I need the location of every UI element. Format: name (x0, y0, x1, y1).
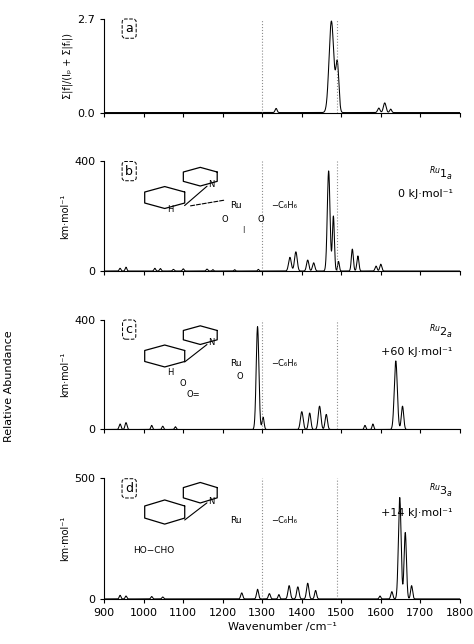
Text: Ru: Ru (230, 201, 242, 210)
Text: O: O (179, 379, 186, 388)
Text: −C₆H₆: −C₆H₆ (271, 201, 297, 210)
Y-axis label: km·mol⁻¹: km·mol⁻¹ (60, 194, 70, 239)
Text: |: | (242, 226, 244, 233)
Text: b: b (125, 165, 133, 178)
Text: Relative Abundance: Relative Abundance (4, 330, 15, 442)
Text: O: O (236, 372, 243, 381)
Text: H: H (167, 368, 173, 377)
Text: N: N (208, 338, 214, 347)
Y-axis label: km·mol⁻¹: km·mol⁻¹ (60, 516, 70, 561)
Text: $^{Ru}$1$_a$: $^{Ru}$1$_a$ (428, 165, 453, 183)
Text: O=: O= (186, 390, 200, 399)
Text: $^{Ru}$3$_a$: $^{Ru}$3$_a$ (428, 482, 453, 500)
Text: c: c (126, 323, 133, 336)
Text: −C₆H₆: −C₆H₆ (271, 516, 297, 525)
Text: HO−CHO: HO−CHO (133, 546, 174, 555)
Y-axis label: km·mol⁻¹: km·mol⁻¹ (60, 352, 70, 397)
Text: +14 kJ·mol⁻¹: +14 kJ·mol⁻¹ (381, 508, 453, 518)
Text: $^{Ru}$2$_a$: $^{Ru}$2$_a$ (428, 323, 453, 341)
Text: −C₆H₆: −C₆H₆ (271, 359, 297, 368)
Text: +60 kJ·mol⁻¹: +60 kJ·mol⁻¹ (381, 347, 453, 357)
Text: d: d (125, 482, 133, 495)
Text: N: N (208, 497, 214, 506)
Text: O: O (222, 215, 228, 224)
Text: N: N (208, 180, 214, 189)
Text: 0 kJ·mol⁻¹: 0 kJ·mol⁻¹ (398, 189, 453, 199)
X-axis label: Wavenumber /cm⁻¹: Wavenumber /cm⁻¹ (228, 622, 337, 632)
Text: Ru: Ru (230, 359, 242, 368)
Y-axis label: Σ|f|/(Iₚ + Σ|fᵢ|): Σ|f|/(Iₚ + Σ|fᵢ|) (63, 33, 73, 99)
Text: Ru: Ru (230, 516, 242, 525)
Text: a: a (125, 22, 133, 35)
Text: H: H (167, 205, 173, 214)
Text: O: O (257, 215, 264, 224)
